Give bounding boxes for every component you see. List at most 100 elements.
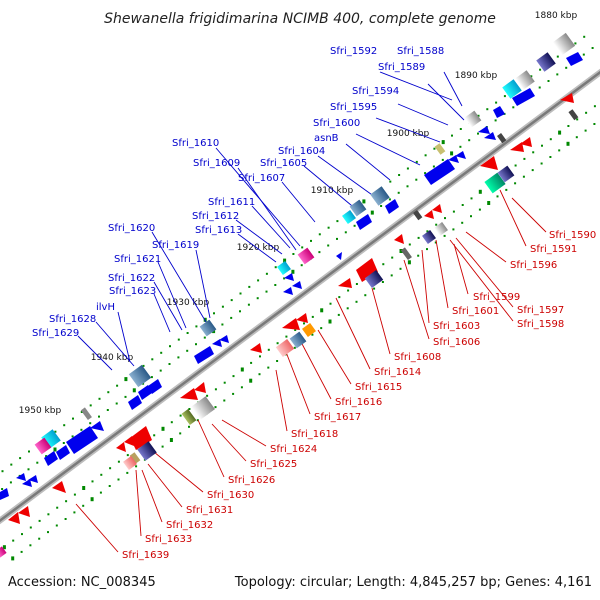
track-tick: [362, 199, 366, 204]
kbp-label: 1910 kbp: [311, 186, 354, 196]
gene-arrow-forward: [512, 88, 535, 106]
track-tick: [221, 305, 224, 308]
gene-arrow-reverse: [250, 343, 262, 353]
gene-label-reverse: Sfri_1614: [374, 367, 421, 378]
gene-label-reverse: Sfri_1618: [291, 429, 338, 440]
track-tick: [71, 435, 74, 438]
track-tick: [117, 478, 120, 481]
track-tick: [424, 172, 427, 175]
gene-box-cyan: [342, 210, 356, 224]
track-tick: [62, 442, 65, 444]
leader-line-forward: [443, 71, 463, 107]
track-tick: [276, 342, 279, 345]
track-tick: [115, 402, 118, 405]
track-tick: [116, 384, 119, 387]
gene-label-reverse: Sfri_1603: [433, 321, 480, 332]
leader-line-reverse: [299, 339, 332, 400]
track-tick: [399, 267, 402, 270]
leader-line-reverse: [435, 239, 449, 309]
track-tick: [29, 544, 32, 547]
track-tick: [291, 269, 295, 274]
track-tick: [450, 151, 454, 156]
track-tick: [530, 75, 533, 78]
track-tick: [459, 145, 462, 148]
gene-arrow-forward: [424, 159, 455, 185]
track-tick: [89, 404, 92, 407]
gene-box-orange: [302, 323, 316, 337]
track-tick: [160, 351, 163, 354]
track-tick: [540, 162, 543, 165]
gene-box-cyan: [502, 79, 522, 99]
reverse-genes: [0, 93, 579, 558]
track-tick: [399, 249, 403, 253]
track-tick: [1, 488, 4, 490]
track-tick: [574, 42, 577, 45]
gene-arrow-reverse: [432, 204, 442, 213]
track-tick: [415, 178, 418, 181]
gene-arrow-reverse: [338, 278, 352, 288]
gene-arrow-reverse: [18, 506, 30, 517]
track-tick: [388, 198, 391, 201]
leader-line-reverse: [421, 249, 430, 324]
track-tick: [441, 140, 445, 145]
gene-arrow-forward: [336, 252, 342, 260]
gene-label-forward: Sfri_1595: [330, 102, 377, 113]
gene-box-magenta: [34, 437, 52, 455]
track-tick: [556, 73, 559, 76]
track-tick: [106, 409, 109, 411]
leader-line-forward: [157, 261, 187, 329]
track-tick: [179, 432, 182, 435]
track-tick: [259, 355, 261, 358]
gene-box-navy: [422, 230, 436, 244]
track-tick: [80, 428, 83, 431]
track-tick: [487, 201, 491, 205]
track-tick: [432, 165, 435, 168]
leader-line-reverse: [335, 297, 371, 370]
leader-line-forward: [153, 293, 171, 333]
track-tick: [434, 241, 437, 244]
gene-label-reverse: Sfri_1639: [122, 550, 169, 561]
track-tick: [177, 338, 180, 341]
track-tick: [293, 346, 296, 349]
track-tick: [206, 394, 209, 397]
gene-box-gray: [515, 70, 535, 90]
track-tick: [311, 315, 314, 318]
gene-label-forward: Sfri_1612: [192, 211, 239, 222]
gene-label-reverse: Sfri_1633: [145, 534, 192, 545]
leader-line-forward: [375, 117, 441, 143]
track-tick: [27, 468, 30, 471]
track-tick: [406, 185, 409, 188]
track-tick: [538, 86, 541, 89]
label-leaders: [75, 71, 547, 553]
track-tick: [532, 151, 535, 154]
track-tick: [283, 277, 286, 280]
gene-box-pink: [275, 339, 295, 357]
track-tick: [247, 303, 250, 306]
gene-label-forward: Sfri_1611: [208, 197, 255, 208]
gene-box-pink: [123, 456, 137, 470]
track-tick: [232, 392, 235, 395]
track-tick: [161, 426, 165, 431]
forward-genes: [0, 32, 583, 500]
gene-box-olive: [434, 143, 446, 155]
kbp-label: 1920 kbp: [237, 243, 280, 253]
track-tick: [10, 463, 13, 466]
track-tick: [585, 111, 588, 114]
track-tick: [73, 493, 76, 496]
track-tick: [126, 471, 129, 474]
track-tick: [426, 230, 429, 233]
track-tick: [478, 189, 482, 194]
track-tick: [89, 422, 92, 425]
gene-arrow-forward: [219, 335, 229, 343]
leader-line-reverse: [455, 237, 514, 308]
gene-label-reverse: Sfri_1632: [166, 520, 213, 531]
kbp-label: 1900 kbp: [387, 129, 430, 139]
track-tick: [47, 513, 50, 516]
track-tick: [285, 335, 288, 338]
gene-box-teal: [484, 172, 506, 194]
track-tick: [353, 224, 356, 227]
gene-arrow-reverse: [180, 388, 198, 400]
track-tick: [240, 386, 243, 389]
track-tick: [558, 130, 562, 135]
track-tick: [12, 539, 15, 542]
